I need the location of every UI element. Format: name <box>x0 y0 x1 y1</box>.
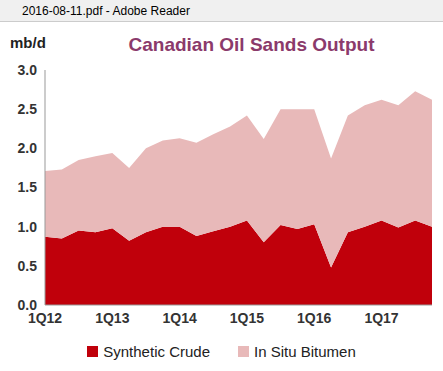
html-text:Canadian Oil Sands Output: Canadian Oil Sands Output <box>128 34 375 55</box>
svg-text:1.5: 1.5 <box>18 179 38 195</box>
svg-text:1Q16: 1Q16 <box>297 310 331 326</box>
svg-text:1.0: 1.0 <box>18 219 38 235</box>
svg-text:2.5: 2.5 <box>18 101 38 117</box>
html-text:2016-08-11.pdf - Adobe Reader: 2016-08-11.pdf - Adobe Reader <box>22 4 190 18</box>
html-text:In Situ Bitumen: In Situ Bitumen <box>254 343 356 360</box>
html-text:mb/d: mb/d <box>10 34 46 51</box>
svg-text:0.5: 0.5 <box>18 258 38 274</box>
svg-text:1Q15: 1Q15 <box>230 310 264 326</box>
svg-text:2.0: 2.0 <box>18 140 38 156</box>
html-text:Synthetic Crude: Synthetic Crude <box>103 343 210 360</box>
svg-text:1Q13: 1Q13 <box>95 310 129 326</box>
svg-text:1Q17: 1Q17 <box>364 310 398 326</box>
svg-text:3.0: 3.0 <box>18 62 38 78</box>
svg-text:1Q12: 1Q12 <box>27 309 63 326</box>
svg-text:0.0: 0.0 <box>18 297 38 313</box>
svg-text:1Q14: 1Q14 <box>162 310 196 326</box>
